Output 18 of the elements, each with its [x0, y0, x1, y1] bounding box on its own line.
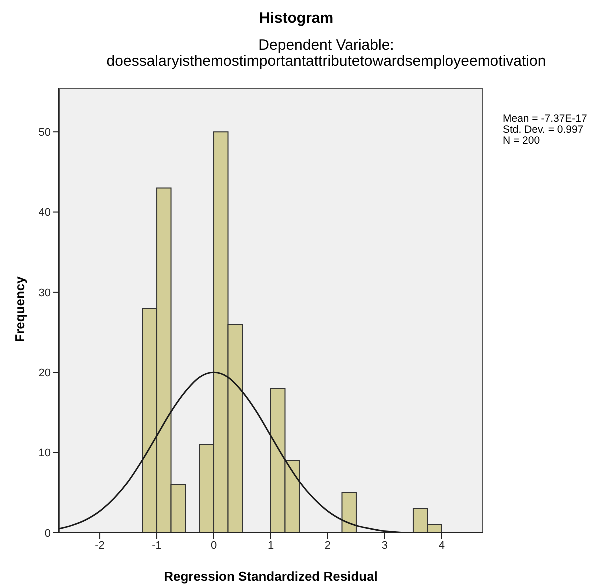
- x-tick-label: 0: [210, 540, 218, 552]
- y-tick-label: 30: [38, 287, 51, 300]
- x-tick-label: 1: [268, 540, 274, 552]
- x-tick-label: -2: [95, 540, 105, 552]
- y-tick-label: 40: [38, 207, 51, 220]
- y-tick-label: 10: [38, 448, 51, 460]
- x-tick-label: 3: [382, 540, 388, 552]
- y-tick-label: 0: [44, 528, 51, 540]
- x-axis-title: Regression Standardized Residual: [163, 569, 379, 584]
- y-tick-label: 20: [38, 368, 51, 380]
- x-tick-label: 2: [324, 540, 332, 552]
- x-tick-label: 4: [438, 540, 446, 552]
- chart-title: Histogram: [258, 10, 335, 27]
- x-tick-label: -1: [152, 540, 162, 552]
- y-tick-label: 50: [38, 127, 51, 140]
- y-axis-title: Frequency: [12, 275, 28, 344]
- text: Mean = -7.37E-17 Std. Dev. = 0.997 N = 200: [503, 113, 588, 147]
- chart-subtitle: Dependent Variable: doessalaryisthemostimportantattributetowardsemployeemotivation: [106, 37, 548, 70]
